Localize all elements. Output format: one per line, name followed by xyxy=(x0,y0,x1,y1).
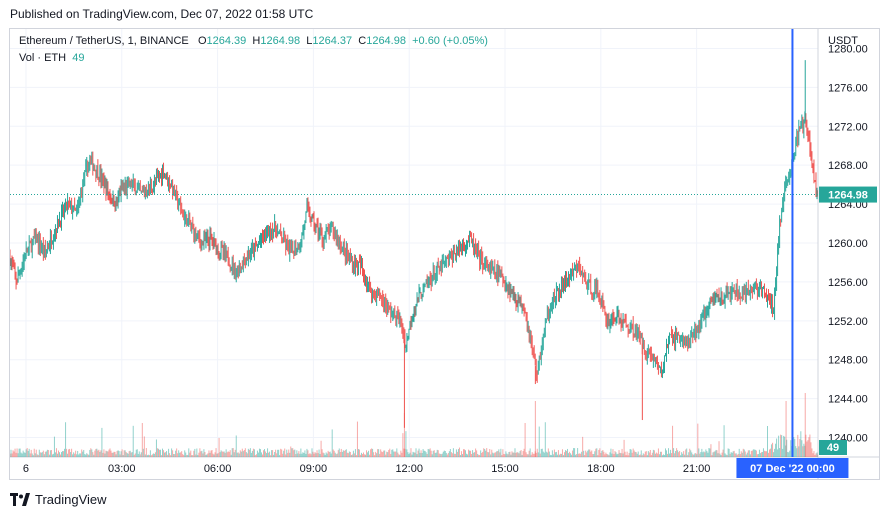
tradingview-logo-icon xyxy=(10,493,30,506)
currency-label: USDT xyxy=(828,35,858,47)
last-price-label: 1264.98 xyxy=(828,190,868,202)
open-value: 1264.39 xyxy=(206,35,247,47)
low-value: 1264.37 xyxy=(312,35,353,47)
open-label: O xyxy=(197,35,207,47)
published-caption: Published on TradingView.com, Dec 07, 20… xyxy=(10,7,314,21)
x-tick-label: 12:00 xyxy=(395,463,423,475)
x-tick-label: 09:00 xyxy=(300,463,328,475)
y-tick-label: 1280.00 xyxy=(828,43,868,55)
last-price-tag xyxy=(819,186,877,203)
low-label: L xyxy=(306,35,313,47)
last-volume-tag xyxy=(819,440,847,455)
volume-label: Vol · ETH xyxy=(19,52,67,64)
symbol-title[interactable]: Ethereum / TetherUS, 1, BINANCE xyxy=(19,35,189,47)
x-tick-label: 21:00 xyxy=(683,463,711,475)
symbol-legend[interactable]: Ethereum / TetherUS, 1, BINANCE O1264.39… xyxy=(19,35,488,47)
close-label: C xyxy=(358,35,367,47)
y-tick-label: 1276.00 xyxy=(828,82,868,94)
high-label: H xyxy=(252,35,261,47)
x-tick-label: 15:00 xyxy=(491,463,519,475)
change-value: +0.60 (+0.05%) xyxy=(412,35,488,47)
x-tick-label: 6 xyxy=(23,463,29,475)
close-value: 1264.98 xyxy=(366,35,406,47)
candles-group xyxy=(10,60,818,457)
y-tick-label: 1272.00 xyxy=(828,121,868,133)
last-volume-label: 49 xyxy=(827,442,839,454)
y-tick-label: 1256.00 xyxy=(828,277,868,289)
crosshair-time-label: 07 Dec '22 00:00 xyxy=(750,463,835,475)
footer-brand-label: TradingView xyxy=(35,492,107,507)
x-tick-label: 03:00 xyxy=(108,463,136,475)
y-tick-label: 1268.00 xyxy=(828,160,868,172)
high-value: 1264.98 xyxy=(260,35,301,47)
y-tick-label: 1252.00 xyxy=(828,316,868,328)
x-tick-label: 06:00 xyxy=(204,463,232,475)
y-tick-label: 1248.00 xyxy=(828,355,868,367)
x-tick-label: 18:00 xyxy=(587,463,615,475)
y-tick-label: 1260.00 xyxy=(828,238,868,250)
y-tick-label: 1244.00 xyxy=(828,394,868,406)
footer-brand[interactable]: TradingView xyxy=(10,492,107,507)
chart-frame[interactable] xyxy=(9,28,880,480)
volume-legend[interactable]: Vol · ETH 49 xyxy=(19,52,84,64)
volume-value: 49 xyxy=(72,52,85,64)
crosshair-time-tag xyxy=(736,458,849,478)
